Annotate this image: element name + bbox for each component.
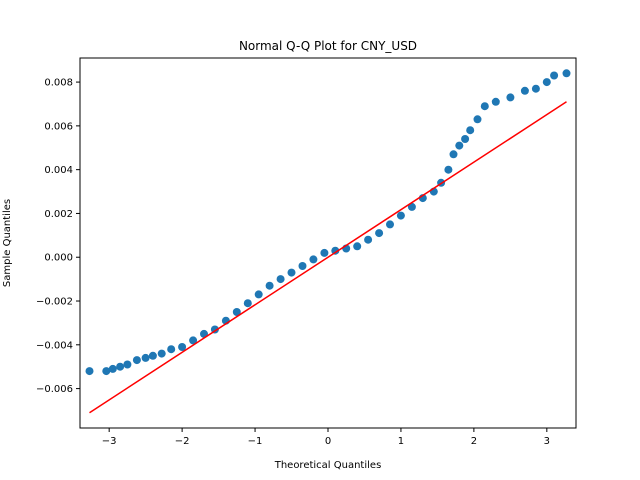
x-tick-label: −1 [248, 436, 263, 447]
data-point [265, 281, 274, 290]
y-tick-label: 0.000 [44, 253, 73, 264]
data-point [542, 78, 551, 87]
points-layer [85, 69, 571, 376]
data-point [116, 362, 125, 371]
data-point [520, 86, 529, 95]
data-point [123, 360, 132, 369]
data-point [449, 150, 458, 159]
data-point [353, 242, 362, 251]
data-point [550, 71, 559, 80]
data-point [386, 220, 394, 229]
data-point [85, 367, 94, 376]
x-tick-label: 1 [398, 436, 404, 447]
data-point [157, 349, 166, 358]
data-point [243, 299, 252, 308]
y-tick-label: 0.006 [44, 121, 73, 132]
x-axis-label: Theoretical Quantiles [274, 460, 382, 471]
x-tick-label: 2 [471, 436, 477, 447]
x-tick-label: 3 [544, 436, 550, 447]
data-point [480, 102, 489, 111]
data-point [375, 229, 384, 238]
x-tick-label: −3 [102, 436, 117, 447]
x-tick-label: 0 [325, 436, 331, 447]
data-point [407, 202, 416, 211]
data-point [491, 97, 500, 106]
data-point [132, 356, 141, 365]
data-point [320, 248, 329, 257]
data-point [531, 84, 540, 93]
data-point [506, 93, 515, 102]
data-point [254, 290, 263, 299]
y-axis-ticks: −0.006 −0.004 −0.002 0.000 0.002 0.004 0.006 0.… [36, 78, 80, 395]
data-point [102, 367, 111, 376]
data-point [141, 353, 150, 362]
y-axis-label: Sample Quantiles [2, 199, 13, 287]
data-point [461, 135, 470, 143]
data-point [287, 268, 296, 277]
data-point [189, 336, 198, 345]
data-point [276, 275, 285, 284]
x-tick-label: −2 [175, 436, 190, 447]
plot-area: −3 −2 −1 0 1 2 3 −0.006 −0.004 −0.002 0.000 0.002 0… [36, 57, 577, 447]
data-point [232, 308, 241, 316]
y-tick-label: −0.002 [36, 297, 73, 308]
data-point [466, 126, 475, 135]
data-point [444, 165, 453, 174]
x-axis-ticks: −3 −2 −1 0 1 2 3 [102, 428, 550, 447]
data-point [298, 262, 307, 270]
y-tick-label: −0.004 [36, 340, 73, 351]
data-point [148, 351, 157, 360]
y-tick-label: 0.004 [44, 165, 73, 176]
y-tick-label: 0.002 [44, 209, 73, 220]
data-point [473, 115, 482, 124]
y-tick-label: −0.006 [36, 384, 73, 395]
reference-line-layer [89, 101, 567, 414]
data-point [562, 69, 571, 78]
data-point [396, 211, 405, 220]
y-tick-label: 0.008 [44, 78, 73, 89]
data-point [108, 364, 117, 373]
data-point [455, 141, 464, 150]
reference-line [89, 101, 567, 414]
chart-title: Normal Q-Q Plot for CNY_USD [239, 39, 417, 53]
data-point [331, 246, 340, 255]
data-point [309, 255, 318, 264]
data-point [167, 345, 176, 354]
data-point [178, 343, 187, 351]
data-point [364, 235, 373, 244]
